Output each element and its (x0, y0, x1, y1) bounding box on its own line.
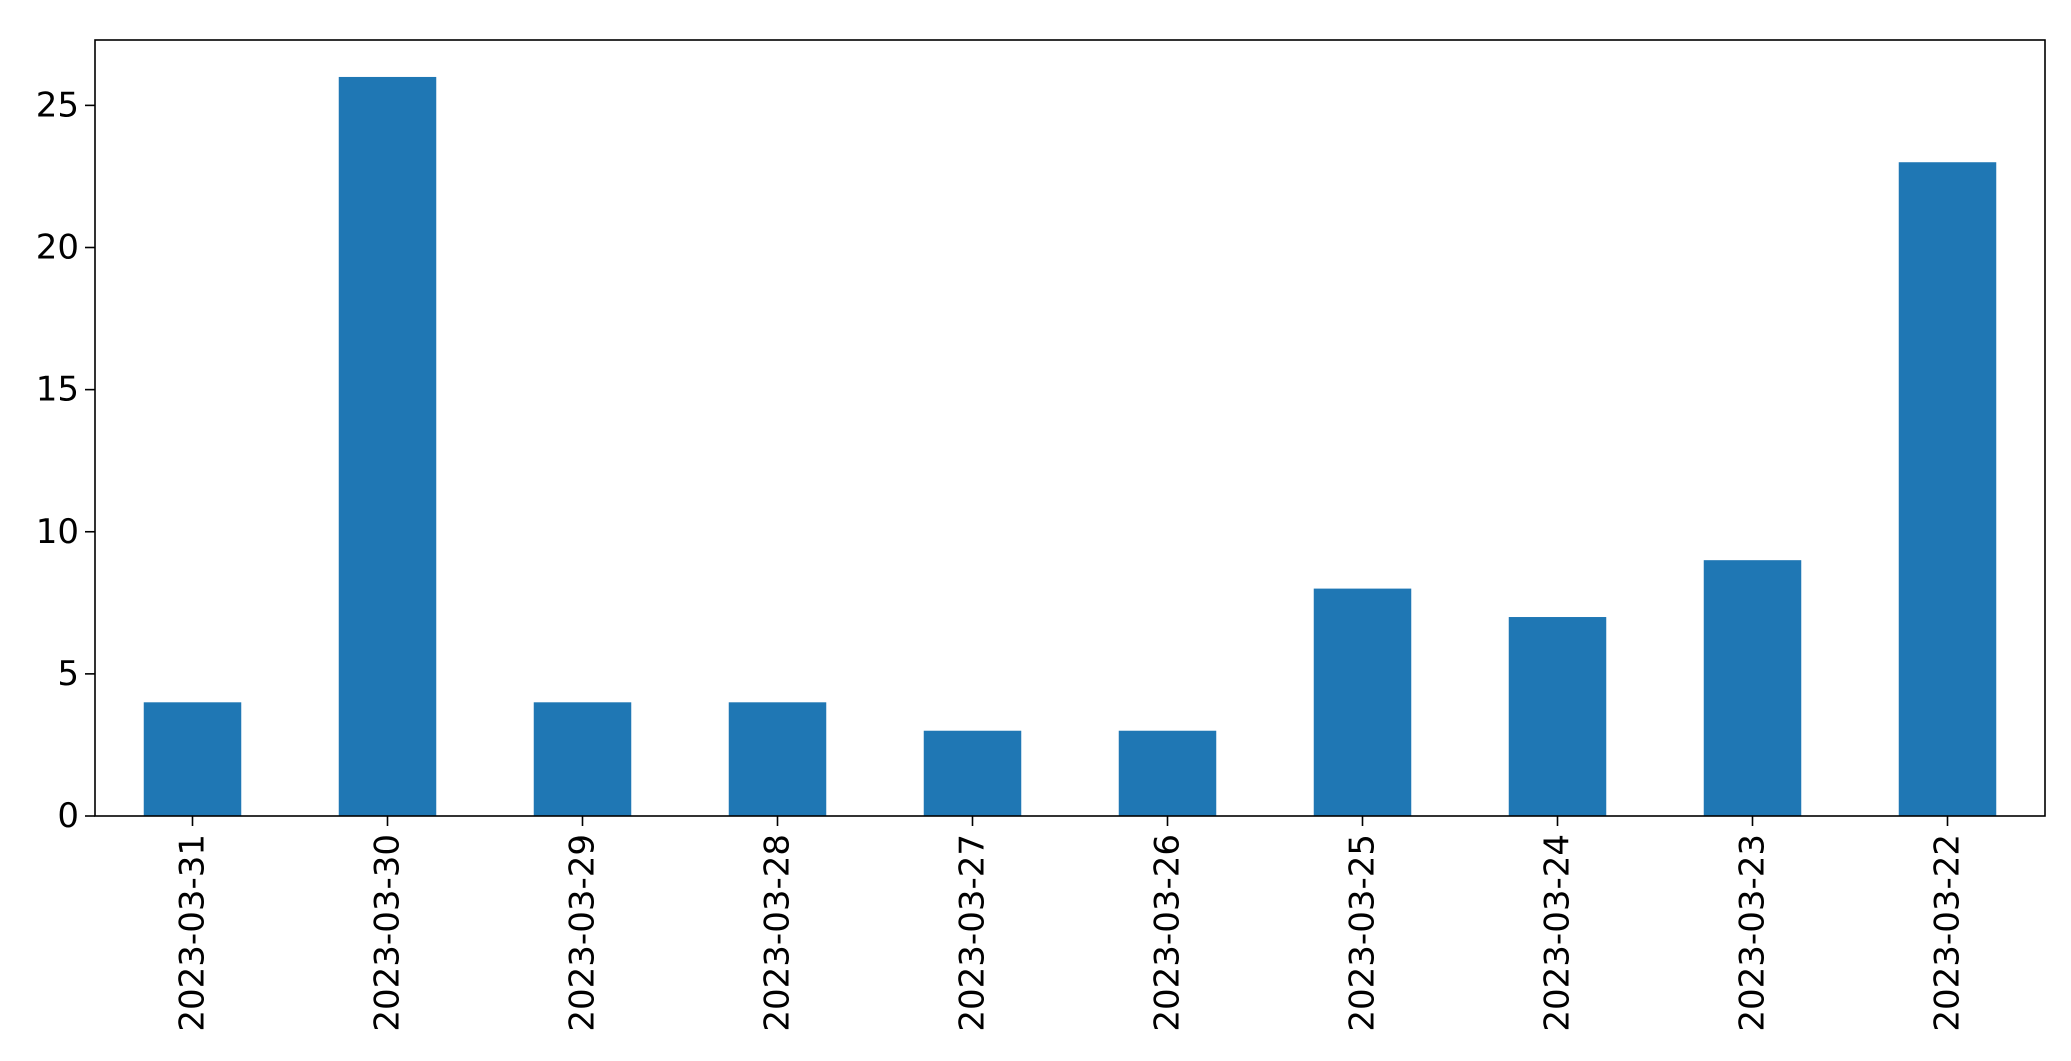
plot-frame (94, 39, 2046, 817)
y-tick-label: 10 (36, 512, 79, 552)
y-tick-label: 0 (57, 796, 79, 836)
x-tick-label: 2023-03-26 (1148, 834, 1188, 1032)
x-tick-label: 2023-03-28 (758, 834, 798, 1032)
x-axis: 2023-03-31 2023-03-30 2023-03-29 2023-03-28… (173, 816, 1968, 1032)
x-tick-label: 2023-03-24 (1538, 834, 1578, 1032)
bar-2023-03-25 (1313, 588, 1412, 816)
x-tick-label: 2023-03-27 (953, 834, 993, 1032)
x-tick-label: 2023-03-31 (173, 834, 213, 1032)
y-tick-label: 25 (36, 85, 79, 125)
x-tick-label: 2023-03-23 (1733, 834, 1773, 1032)
x-tick-label: 2023-03-30 (368, 834, 408, 1032)
x-tick-label: 2023-03-29 (563, 834, 603, 1032)
y-axis: 0 5 10 15 20 25 (36, 85, 95, 836)
bar-2023-03-26 (1118, 730, 1217, 816)
y-tick-label: 5 (57, 654, 79, 694)
y-tick-label: 20 (36, 228, 79, 268)
bar-2023-03-27 (923, 730, 1022, 816)
bar-2023-03-29 (533, 702, 632, 816)
bar-2023-03-30 (338, 76, 437, 816)
x-tick-label: 2023-03-22 (1928, 834, 1968, 1032)
bar-2023-03-31 (143, 702, 242, 816)
bars (143, 76, 1997, 816)
y-tick-label: 15 (36, 370, 79, 410)
bar-2023-03-28 (728, 702, 827, 816)
x-tick-label: 2023-03-25 (1343, 834, 1383, 1032)
bar-2023-03-22 (1898, 162, 1997, 816)
bar-2023-03-24 (1508, 617, 1607, 816)
bar-2023-03-23 (1703, 560, 1802, 816)
